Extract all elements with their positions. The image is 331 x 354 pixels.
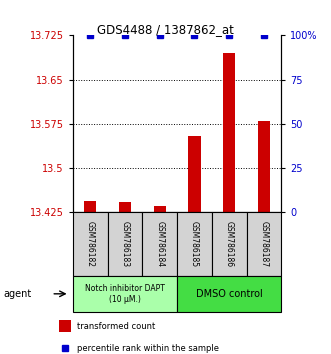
Text: GSM786182: GSM786182 [86, 221, 95, 267]
Text: transformed count: transformed count [76, 321, 155, 331]
Text: Notch inhibitor DAPT
(10 μM.): Notch inhibitor DAPT (10 μM.) [85, 284, 165, 303]
Bar [177, 212, 212, 276]
Text: GSM786184: GSM786184 [155, 221, 164, 267]
Bar [84, 201, 96, 212]
Text: agent: agent [3, 289, 31, 299]
Bar [212, 212, 247, 276]
Bar [188, 136, 201, 212]
Bar [154, 206, 166, 212]
Bar [177, 276, 281, 312]
Bar [258, 121, 270, 212]
Text: GSM786186: GSM786186 [225, 221, 234, 267]
Text: GSM786187: GSM786187 [260, 221, 268, 267]
Text: percentile rank within the sample: percentile rank within the sample [76, 344, 218, 353]
Bar [119, 202, 131, 212]
Bar [59, 320, 71, 332]
Bar [108, 212, 142, 276]
Bar [73, 276, 177, 312]
Text: GDS4488 / 1387862_at: GDS4488 / 1387862_at [97, 23, 234, 36]
Bar [142, 212, 177, 276]
Text: GSM786185: GSM786185 [190, 221, 199, 267]
Bar [223, 53, 235, 212]
Bar [73, 212, 108, 276]
Bar [247, 212, 281, 276]
Text: GSM786183: GSM786183 [120, 221, 129, 267]
Text: DMSO control: DMSO control [196, 289, 262, 299]
